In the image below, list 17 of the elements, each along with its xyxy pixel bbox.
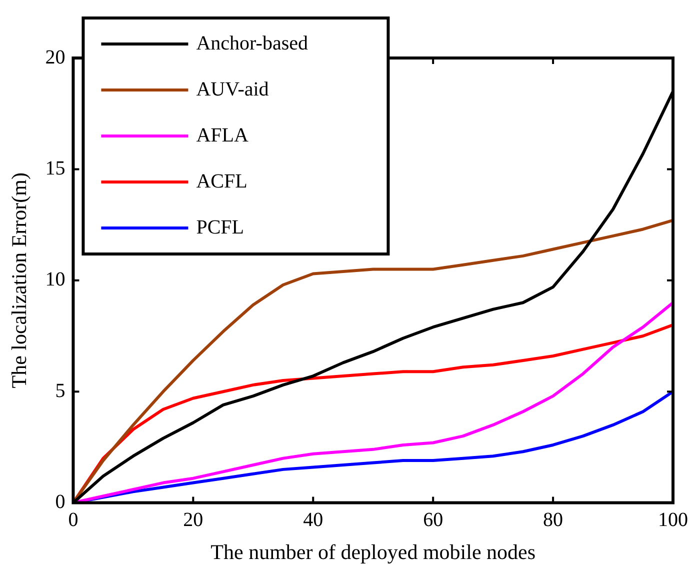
legend-label: PCFL [196, 216, 244, 238]
x-tick-label: 20 [183, 509, 204, 532]
x-tick-label: 80 [543, 509, 564, 532]
legend-label: AFLA [196, 124, 249, 146]
x-tick-label: 60 [423, 509, 444, 532]
x-tick-label: 40 [303, 509, 324, 532]
y-tick-label: 15 [45, 157, 66, 180]
legend-label: ACFL [196, 170, 248, 192]
y-tick-label: 5 [55, 380, 66, 402]
legend-label: Anchor-based [196, 32, 308, 54]
y-tick-label: 0 [55, 491, 66, 514]
y-tick-label: 10 [45, 268, 66, 291]
y-axis-title: The localization Error(m) [7, 172, 32, 388]
legend-label: AUV-aid [196, 78, 269, 100]
x-axis-title: The number of deployed mobile nodes [210, 540, 536, 564]
x-tick-label: 100 [658, 509, 688, 532]
y-tick-label: 20 [45, 46, 66, 68]
